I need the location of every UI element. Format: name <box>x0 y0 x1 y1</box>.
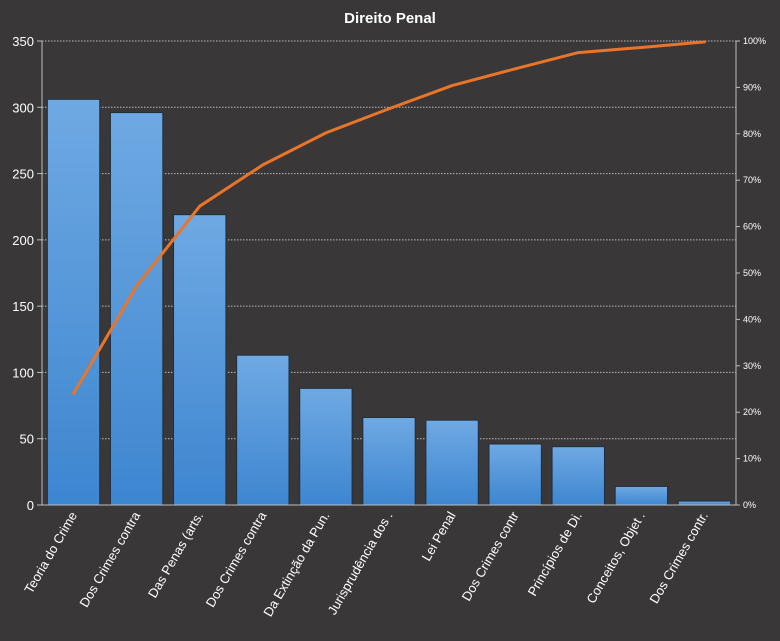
right-tick-label: 20% <box>743 407 761 417</box>
category-label: Dos Crimes contr. <box>646 509 711 606</box>
category-label: Dos Crimes contr <box>459 508 523 603</box>
bar <box>236 354 290 506</box>
line-point <box>135 284 139 288</box>
category-label: Conceitos, Objet . <box>583 509 648 606</box>
left-tick-label: 300 <box>12 100 34 115</box>
left-tick-label: 0 <box>27 498 34 513</box>
category-label: Lei Penal <box>419 509 459 564</box>
bar <box>551 446 605 506</box>
line-point <box>198 204 202 208</box>
category-label: Jurisprudência dos . <box>324 509 395 617</box>
right-tick-label: 70% <box>743 175 761 185</box>
category-label: Dos Crimes contra <box>76 508 143 609</box>
bar <box>425 419 479 506</box>
line-point <box>324 131 328 135</box>
left-tick-label: 350 <box>12 34 34 49</box>
right-axis: 0% 10% 20% 30% 40% 50% 60% 70% 80% 90% 100% <box>735 36 766 510</box>
category-label: Das Penas (arts. <box>145 509 206 600</box>
right-tick-label: 60% <box>743 222 761 232</box>
right-tick-label: 40% <box>743 314 761 324</box>
line-point <box>639 45 643 49</box>
bar <box>362 417 416 506</box>
left-axis: 0 50 100 150 200 250 300 350 <box>12 34 736 513</box>
left-tick-label: 200 <box>12 233 34 248</box>
right-tick-label: 10% <box>743 454 761 464</box>
line-point <box>576 51 580 55</box>
bar <box>299 387 353 506</box>
bar <box>677 500 732 506</box>
category-label: Princípios de Di. <box>525 509 585 598</box>
category-label: Da Extinção da Pun. <box>260 509 332 619</box>
left-tick-label: 50 <box>20 432 34 447</box>
right-tick-label: 30% <box>743 361 761 371</box>
line-point <box>513 67 517 71</box>
left-tick-label: 100 <box>12 365 34 380</box>
line-point <box>387 107 391 111</box>
bar <box>109 112 164 506</box>
line-point <box>72 392 76 396</box>
line-point <box>702 40 706 44</box>
left-tick-label: 250 <box>12 167 34 182</box>
bars <box>46 98 732 506</box>
line-point <box>450 84 454 88</box>
category-label: Teoria do Crime <box>21 509 80 596</box>
right-tick-label: 100% <box>743 36 766 46</box>
right-tick-label: 80% <box>743 129 761 139</box>
right-tick-label: 90% <box>743 82 761 92</box>
cumulative-line-layer <box>72 40 706 396</box>
chart-title: Direito Penal <box>344 10 436 27</box>
left-tick-label: 150 <box>12 299 34 314</box>
right-tick-label: 0% <box>743 500 756 510</box>
right-tick-label: 50% <box>743 268 761 278</box>
bar <box>173 214 227 506</box>
bar <box>46 98 101 506</box>
bar <box>488 443 542 506</box>
category-label: Dos Crimes contra <box>203 508 270 609</box>
bar <box>614 485 669 506</box>
line-point <box>261 163 265 167</box>
cumulative-line <box>72 40 705 395</box>
